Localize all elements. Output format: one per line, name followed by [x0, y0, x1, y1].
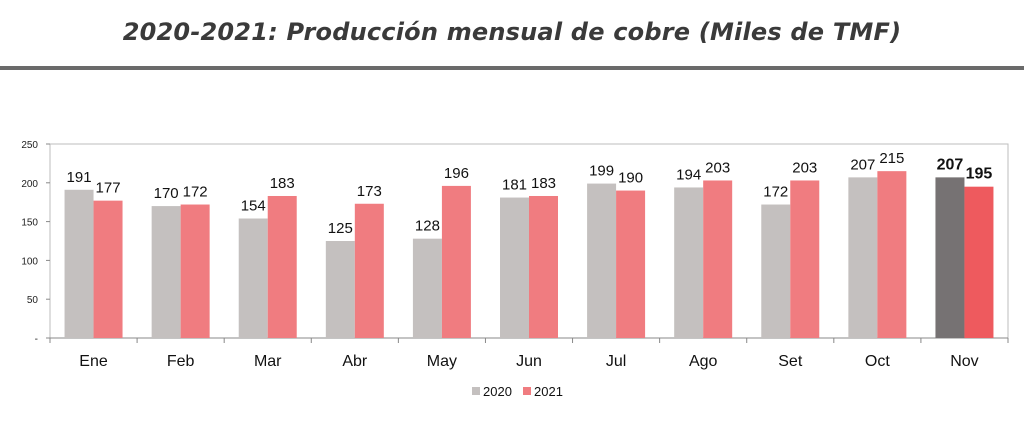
y-tick-label: 200 — [21, 179, 38, 190]
bar-2020-may — [412, 238, 442, 338]
x-tick-label: Set — [778, 353, 803, 370]
data-label-2021: 203 — [705, 159, 730, 176]
legend-label-2021: 2021 — [534, 384, 563, 399]
bar-2020-jun — [500, 197, 529, 338]
x-tick-label: Mar — [254, 353, 282, 370]
data-label-2021: 190 — [618, 170, 643, 187]
y-tick-label: 100 — [21, 256, 38, 267]
data-label-2021: 203 — [792, 159, 817, 176]
data-label-2020: 128 — [415, 218, 440, 235]
x-tick-label: Feb — [167, 353, 195, 370]
data-label-2021: 183 — [531, 175, 556, 192]
data-label-2020: 125 — [328, 220, 353, 237]
x-tick-label: Ago — [689, 353, 718, 370]
chart-legend: 2020 2021 — [472, 384, 563, 399]
data-label-2020: 199 — [589, 163, 614, 180]
bar-2020-ago — [674, 187, 704, 338]
bar-2021-ene — [93, 200, 123, 338]
bar-2021-jun — [529, 195, 558, 338]
bar-2020-jul — [587, 183, 617, 338]
bar-2021-mar — [267, 195, 297, 338]
bar-2021-set — [790, 180, 820, 338]
legend-label-2020: 2020 — [483, 384, 512, 399]
title-divider — [0, 66, 1024, 70]
legend-swatch-2021 — [523, 387, 531, 395]
x-tick-label: Jun — [516, 353, 542, 370]
data-label-2020: 207 — [850, 156, 875, 173]
data-label-2021: 172 — [183, 184, 208, 201]
data-label-2020: 172 — [763, 184, 788, 201]
bar-2021-jul — [616, 190, 646, 338]
x-tick-label: Jul — [606, 353, 626, 370]
bar-2021-oct — [877, 171, 907, 338]
data-label-2021: 195 — [966, 166, 993, 183]
y-tick-label: 50 — [27, 295, 39, 306]
data-label-2021: 196 — [444, 165, 469, 182]
x-tick-label: Oct — [865, 353, 890, 370]
bar-2020-nov — [935, 177, 965, 338]
bar-2020-feb — [151, 206, 181, 338]
chart-bars — [64, 171, 994, 338]
data-label-2021: 183 — [270, 175, 295, 192]
y-tick-label: 150 — [21, 218, 38, 229]
bar-2020-ene — [64, 189, 94, 338]
bar-2020-set — [761, 204, 791, 338]
data-label-2021: 177 — [96, 180, 121, 197]
data-label-2020: 194 — [676, 166, 701, 183]
bar-2021-ago — [703, 180, 733, 338]
y-tick-label: - — [35, 334, 38, 345]
x-tick-label: Abr — [342, 353, 368, 370]
bar-2021-may — [441, 185, 471, 338]
x-tick-label: Nov — [950, 353, 978, 370]
data-label-2020: 154 — [241, 197, 266, 214]
bar-2020-abr — [325, 241, 355, 338]
data-label-2021: 215 — [879, 150, 904, 167]
data-label-2020: 207 — [937, 156, 964, 173]
y-tick-label: 250 — [21, 140, 38, 151]
data-label-2020: 191 — [67, 169, 92, 186]
bar-2020-mar — [238, 218, 268, 338]
bar-2020-oct — [848, 177, 878, 338]
data-label-2021: 173 — [357, 183, 382, 200]
data-label-2020: 181 — [502, 177, 527, 194]
x-tick-label: May — [427, 353, 457, 370]
data-label-2020: 170 — [154, 185, 179, 202]
bar-2021-abr — [354, 203, 384, 338]
bar-2021-feb — [180, 204, 210, 338]
legend-swatch-2020 — [472, 387, 480, 395]
chart-title: 2020-2021: Producción mensual de cobre (… — [122, 18, 902, 46]
bar-2021-nov — [964, 186, 994, 338]
x-tick-label: Ene — [79, 353, 108, 370]
